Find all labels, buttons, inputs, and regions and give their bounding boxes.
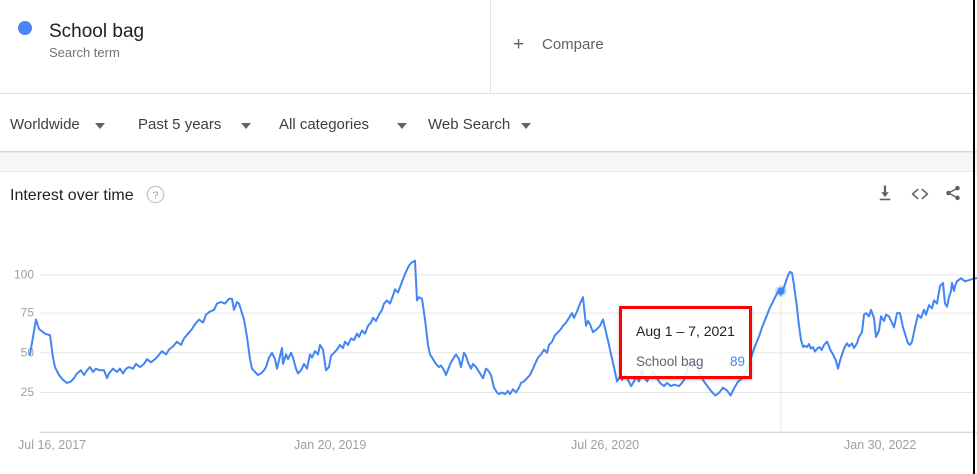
svg-text:25: 25 <box>21 385 35 399</box>
svg-text:Jul 26, 2020: Jul 26, 2020 <box>571 438 639 452</box>
svg-text:100: 100 <box>14 268 34 282</box>
svg-text:Jan 30, 2022: Jan 30, 2022 <box>844 438 916 452</box>
svg-text:50: 50 <box>21 345 35 359</box>
svg-text:Jul 16, 2017: Jul 16, 2017 <box>18 438 86 452</box>
svg-text:75: 75 <box>21 306 35 320</box>
svg-text:Jan 20, 2019: Jan 20, 2019 <box>294 438 366 452</box>
